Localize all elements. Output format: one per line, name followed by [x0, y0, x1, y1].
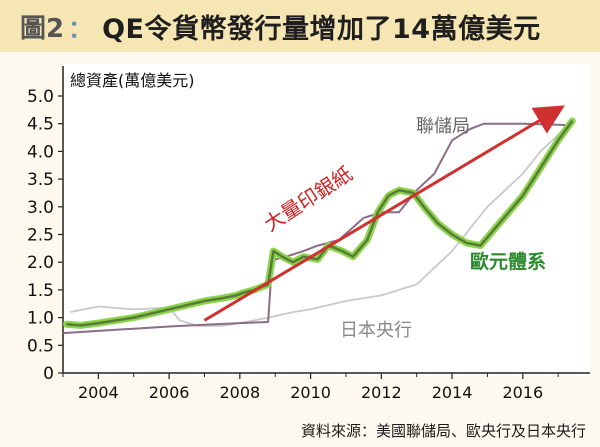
series-glow-ecb	[63, 117, 576, 329]
title-bar: 圖2 ： QE令貨幣發行量增加了14萬億美元	[0, 0, 600, 52]
series-line-boj	[69, 123, 570, 327]
y-tick-label: 3.0	[27, 198, 54, 218]
x-tick-label: 2014	[432, 383, 473, 402]
y-tick-label: 5.0	[27, 87, 54, 107]
x-tick-label: 2008	[219, 383, 260, 402]
y-tick-label: 3.5	[27, 170, 54, 190]
y-tick-label: 1.5	[27, 281, 54, 301]
y-axis-label: 總資產(萬億美元)	[70, 71, 195, 90]
trend-arrow	[203, 105, 565, 322]
axes: 0 0.5 1.0 1.5 2.0 2.5 3.0 3.5 4.0 4.5 5.0 2004 2006 2…	[27, 66, 590, 402]
x-tick-label: 2010	[290, 383, 331, 402]
figure-number: 圖2	[20, 13, 65, 44]
x-tick-label: 2016	[502, 383, 543, 402]
chart-title: QE令貨幣發行量增加了14萬億美元	[102, 13, 541, 45]
y-tick-label: 1.0	[27, 309, 54, 329]
title-separator: ：	[68, 14, 93, 43]
y-tick-label: 4.5	[27, 115, 54, 135]
series-line-ecb	[66, 120, 574, 327]
x-tick-label: 2012	[361, 383, 402, 402]
annotation-boj: 日本央行	[340, 320, 412, 341]
series-layer	[62, 117, 576, 335]
source-note: 資料來源：美國聯儲局、歐央行及日本央行	[300, 422, 586, 440]
annotation-arrow: 大量印銀紙	[260, 162, 357, 237]
x-tick-label: 2006	[149, 383, 190, 402]
y-tick-label: 2.0	[27, 253, 54, 273]
annotation-fed: 聯儲局	[416, 116, 470, 137]
annotation-ecb: 歐元體系	[470, 250, 546, 273]
y-tick-label: 0	[43, 364, 54, 384]
y-tick-label: 0.5	[27, 336, 54, 356]
x-tick-label: 2004	[78, 383, 119, 402]
y-tick-label: 4.0	[27, 142, 54, 162]
y-tick-label: 2.5	[27, 226, 54, 246]
